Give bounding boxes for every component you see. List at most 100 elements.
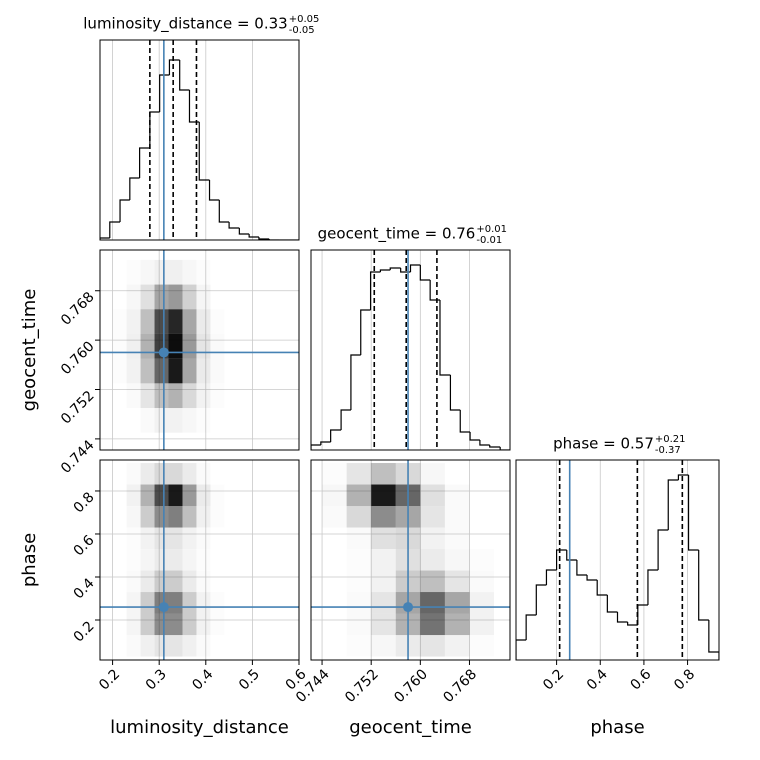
hist-step	[258, 237, 270, 240]
density-cell	[210, 485, 224, 507]
hist-step	[369, 271, 381, 310]
density-cell	[126, 309, 141, 334]
density-cell	[113, 571, 127, 593]
density-cell	[196, 484, 211, 507]
density-cell	[347, 635, 372, 657]
density-cell	[420, 592, 445, 614]
density-cell	[182, 506, 197, 528]
density-cell	[347, 549, 372, 571]
density-cell	[127, 383, 141, 408]
density-cell	[127, 463, 141, 485]
x-axis-label: geocent_time	[349, 717, 472, 738]
density-cell	[127, 549, 141, 571]
density-cell	[113, 309, 127, 334]
title-sub: -0.01	[476, 235, 502, 246]
density-cell	[196, 358, 211, 384]
density-cell	[168, 527, 183, 550]
x-tick-label: 0.4	[584, 666, 611, 693]
x-tick-label: 0.752	[342, 666, 382, 706]
density-cell	[126, 333, 141, 359]
hist-step	[389, 267, 401, 270]
hist-step	[657, 529, 669, 570]
density-cell	[154, 358, 169, 384]
hist-step	[535, 584, 547, 615]
y-axis-label: geocent_time	[19, 289, 40, 412]
panel-frame	[310, 249, 511, 451]
density-cell	[182, 635, 197, 657]
title-sup: +0.21	[655, 434, 686, 445]
density-cell	[182, 570, 197, 593]
density-cell	[113, 549, 127, 571]
density-cell	[154, 383, 169, 409]
density-cell	[113, 614, 127, 636]
density-cell	[154, 408, 169, 433]
density-cell	[196, 260, 210, 285]
density-cell	[196, 506, 211, 528]
density-cell	[469, 613, 495, 636]
density-cell	[196, 635, 210, 657]
density-cell	[182, 463, 197, 485]
density-cell	[196, 333, 211, 359]
density-cell	[113, 592, 127, 614]
hist-step	[606, 595, 618, 613]
hist-step	[429, 280, 440, 301]
density-cell	[445, 528, 470, 550]
density-cell	[168, 484, 183, 507]
hist-step	[159, 74, 170, 112]
density-cell	[154, 570, 169, 593]
density-cell	[113, 408, 127, 433]
density-cell	[126, 613, 141, 636]
density-cell	[113, 528, 127, 550]
hist-step	[516, 639, 527, 660]
density-cell	[113, 334, 127, 359]
density-cell	[420, 635, 445, 657]
density-cell	[127, 408, 141, 433]
x-tick-label: 0.5	[236, 666, 263, 693]
title-sub: -0.37	[655, 445, 681, 456]
density-cell	[182, 284, 197, 310]
density-cell	[168, 613, 183, 636]
density-cell	[210, 614, 224, 636]
density-cell	[196, 528, 210, 550]
panel	[100, 40, 299, 240]
hist-step	[525, 614, 537, 640]
density-cell	[154, 613, 169, 636]
hist-step	[489, 445, 501, 448]
density-cell	[196, 571, 210, 593]
hist-step	[576, 560, 588, 576]
density-cell	[196, 408, 210, 433]
panel-frame	[515, 459, 720, 661]
density-cell	[469, 506, 494, 528]
density-cell	[420, 484, 445, 507]
hist-step	[667, 479, 679, 530]
x-tick-label: 0.3	[143, 666, 170, 693]
hist-step	[687, 475, 699, 551]
density-cell	[140, 527, 155, 550]
density-cell	[210, 463, 224, 485]
density-cell	[445, 485, 470, 507]
density-cell	[210, 549, 224, 571]
density-cell	[346, 484, 372, 507]
hist-step	[469, 432, 480, 441]
density-cell	[210, 334, 224, 359]
panel-title: phase = 0.57	[553, 435, 654, 453]
title-sup: +0.01	[476, 224, 507, 235]
density-cell	[445, 549, 470, 571]
density-cell	[210, 408, 224, 433]
panel	[516, 460, 719, 660]
density-cell	[126, 592, 141, 614]
y-tick-label: 0.6	[71, 532, 98, 559]
density-cell	[444, 570, 470, 593]
hist-step	[449, 375, 461, 411]
density-cell	[196, 549, 210, 571]
hist-step	[268, 239, 279, 240]
density-cell	[113, 285, 127, 310]
density-cell	[371, 484, 396, 507]
density-cell	[347, 528, 372, 550]
density-cell	[182, 527, 197, 550]
x-tick-label: 0.6	[628, 666, 655, 693]
density-cell	[322, 506, 347, 528]
density-cell	[371, 592, 396, 614]
density-cell	[140, 592, 155, 614]
y-tick-label: 0.744	[58, 437, 98, 477]
